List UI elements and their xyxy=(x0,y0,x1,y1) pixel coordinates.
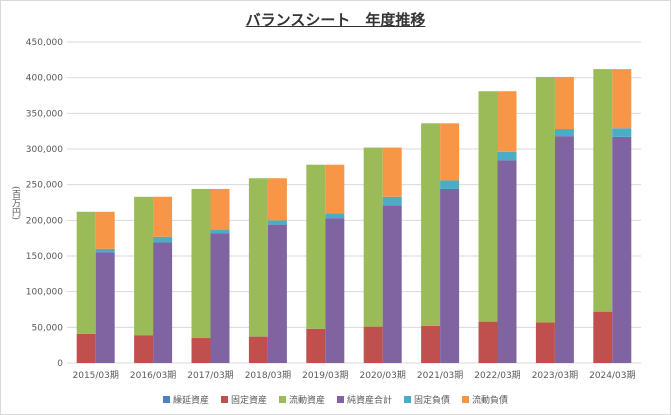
y-tick-label: 350,000 xyxy=(26,109,63,119)
bar-segment xyxy=(554,76,574,130)
legend-item: 固定負債 xyxy=(404,393,450,406)
bar-segment xyxy=(363,326,383,363)
bar-segment xyxy=(363,147,383,327)
legend: 繰延資産 固定資産 流動資産 純資産合計 固定負債 流動負債 xyxy=(1,393,670,406)
legend-item: 純資産合計 xyxy=(337,393,392,406)
bar-segment xyxy=(497,91,517,152)
bar-segment xyxy=(248,178,268,337)
legend-label: 純資産合計 xyxy=(347,396,393,406)
bar-segment xyxy=(554,129,574,137)
bar-segment xyxy=(421,123,441,326)
bar-segment xyxy=(153,196,173,237)
bar-segment xyxy=(325,218,345,363)
legend-swatch xyxy=(404,396,412,403)
bar-segment xyxy=(95,211,115,249)
legend-item: 固定資産 xyxy=(220,393,267,406)
bar-segment xyxy=(612,136,632,363)
bar-segment xyxy=(134,335,154,363)
bar-segment xyxy=(267,178,287,221)
bar-segment xyxy=(306,328,326,363)
bar-segment xyxy=(191,338,211,363)
bar-segment xyxy=(382,196,402,206)
bar-segment xyxy=(421,325,441,363)
bar-segment xyxy=(325,164,345,214)
bar-segment xyxy=(210,229,230,234)
y-tick-label: 450,000 xyxy=(26,38,63,48)
x-tick-label: 2017/03期 xyxy=(187,370,233,381)
bar-segment xyxy=(612,69,632,129)
bar-segment xyxy=(153,242,173,363)
chart-title: バランスシート 年度推移 xyxy=(245,11,426,29)
bar-segment xyxy=(440,180,460,189)
bar-segment xyxy=(191,188,211,339)
bar-segment xyxy=(210,233,230,363)
y-tick-label: 200,000 xyxy=(26,216,63,226)
bar-segment xyxy=(325,213,345,219)
y-tick-label: 100,000 xyxy=(26,288,63,298)
legend-item: 流動負債 xyxy=(462,393,508,406)
bar-segment xyxy=(267,224,287,363)
x-tick-label: 2022/03期 xyxy=(474,370,520,381)
bar-segment xyxy=(95,248,115,253)
legend-label: 固定資産 xyxy=(230,396,267,406)
x-tick-label: 2016/03期 xyxy=(130,370,176,381)
legend-swatch xyxy=(462,396,470,403)
x-tick-label: 2020/03期 xyxy=(360,370,406,381)
x-tick-label: 2015/03期 xyxy=(73,370,119,381)
legend-swatch xyxy=(162,396,170,403)
bar-segment xyxy=(593,311,613,363)
legend-swatch xyxy=(278,396,286,403)
bar-segment xyxy=(134,196,154,336)
y-tick-label: 0 xyxy=(57,359,63,369)
y-axis-label: (百万円) xyxy=(10,186,20,221)
bar-segment xyxy=(593,69,613,312)
bar-segment xyxy=(95,252,115,363)
x-tick-label: 2024/03期 xyxy=(589,370,635,381)
y-tick-label: 50,000 xyxy=(32,323,64,333)
legend-swatch xyxy=(337,396,344,403)
x-tick-label: 2023/03期 xyxy=(532,370,578,381)
bar-segment xyxy=(554,136,574,363)
bar-segment xyxy=(497,151,517,161)
y-tick-label: 300,000 xyxy=(26,145,63,155)
legend-label: 固定負債 xyxy=(414,396,451,406)
y-tick-label: 400,000 xyxy=(26,74,63,84)
bar-segment xyxy=(478,321,498,363)
bar-segment xyxy=(210,188,230,230)
bar-segment xyxy=(306,164,326,329)
bar-segment xyxy=(248,336,268,363)
legend-label: 流動資産 xyxy=(288,396,325,406)
bar-segment xyxy=(76,333,96,363)
bar-segment xyxy=(153,236,173,243)
plot-area: 0 50,000 100,000 150,000 200,000 250,000 300,0… xyxy=(26,38,641,381)
bar-segment xyxy=(382,205,402,363)
bar-segment xyxy=(76,211,96,334)
legend-swatch xyxy=(220,396,228,403)
bar-segment xyxy=(382,147,402,197)
bar-segment xyxy=(440,188,460,363)
legend-label: 繰延資産 xyxy=(172,396,209,406)
legend-item: 流動資産 xyxy=(278,393,325,406)
bar-segment xyxy=(440,123,460,181)
bar-segment xyxy=(497,160,517,363)
x-tick-label: 2021/03期 xyxy=(417,370,463,381)
y-tick-label: 250,000 xyxy=(26,181,63,191)
bar-segment xyxy=(535,76,555,323)
bar-segment xyxy=(478,91,498,322)
bar-segment xyxy=(612,128,632,137)
legend-label: 流動負債 xyxy=(472,396,509,406)
bar-segment xyxy=(535,322,555,363)
y-tick-label: 150,000 xyxy=(26,252,63,262)
x-tick-label: 2018/03期 xyxy=(245,370,291,381)
legend-item: 繰延資産 xyxy=(162,393,209,406)
bar-segment xyxy=(267,220,287,225)
x-tick-label: 2019/03期 xyxy=(302,370,348,381)
